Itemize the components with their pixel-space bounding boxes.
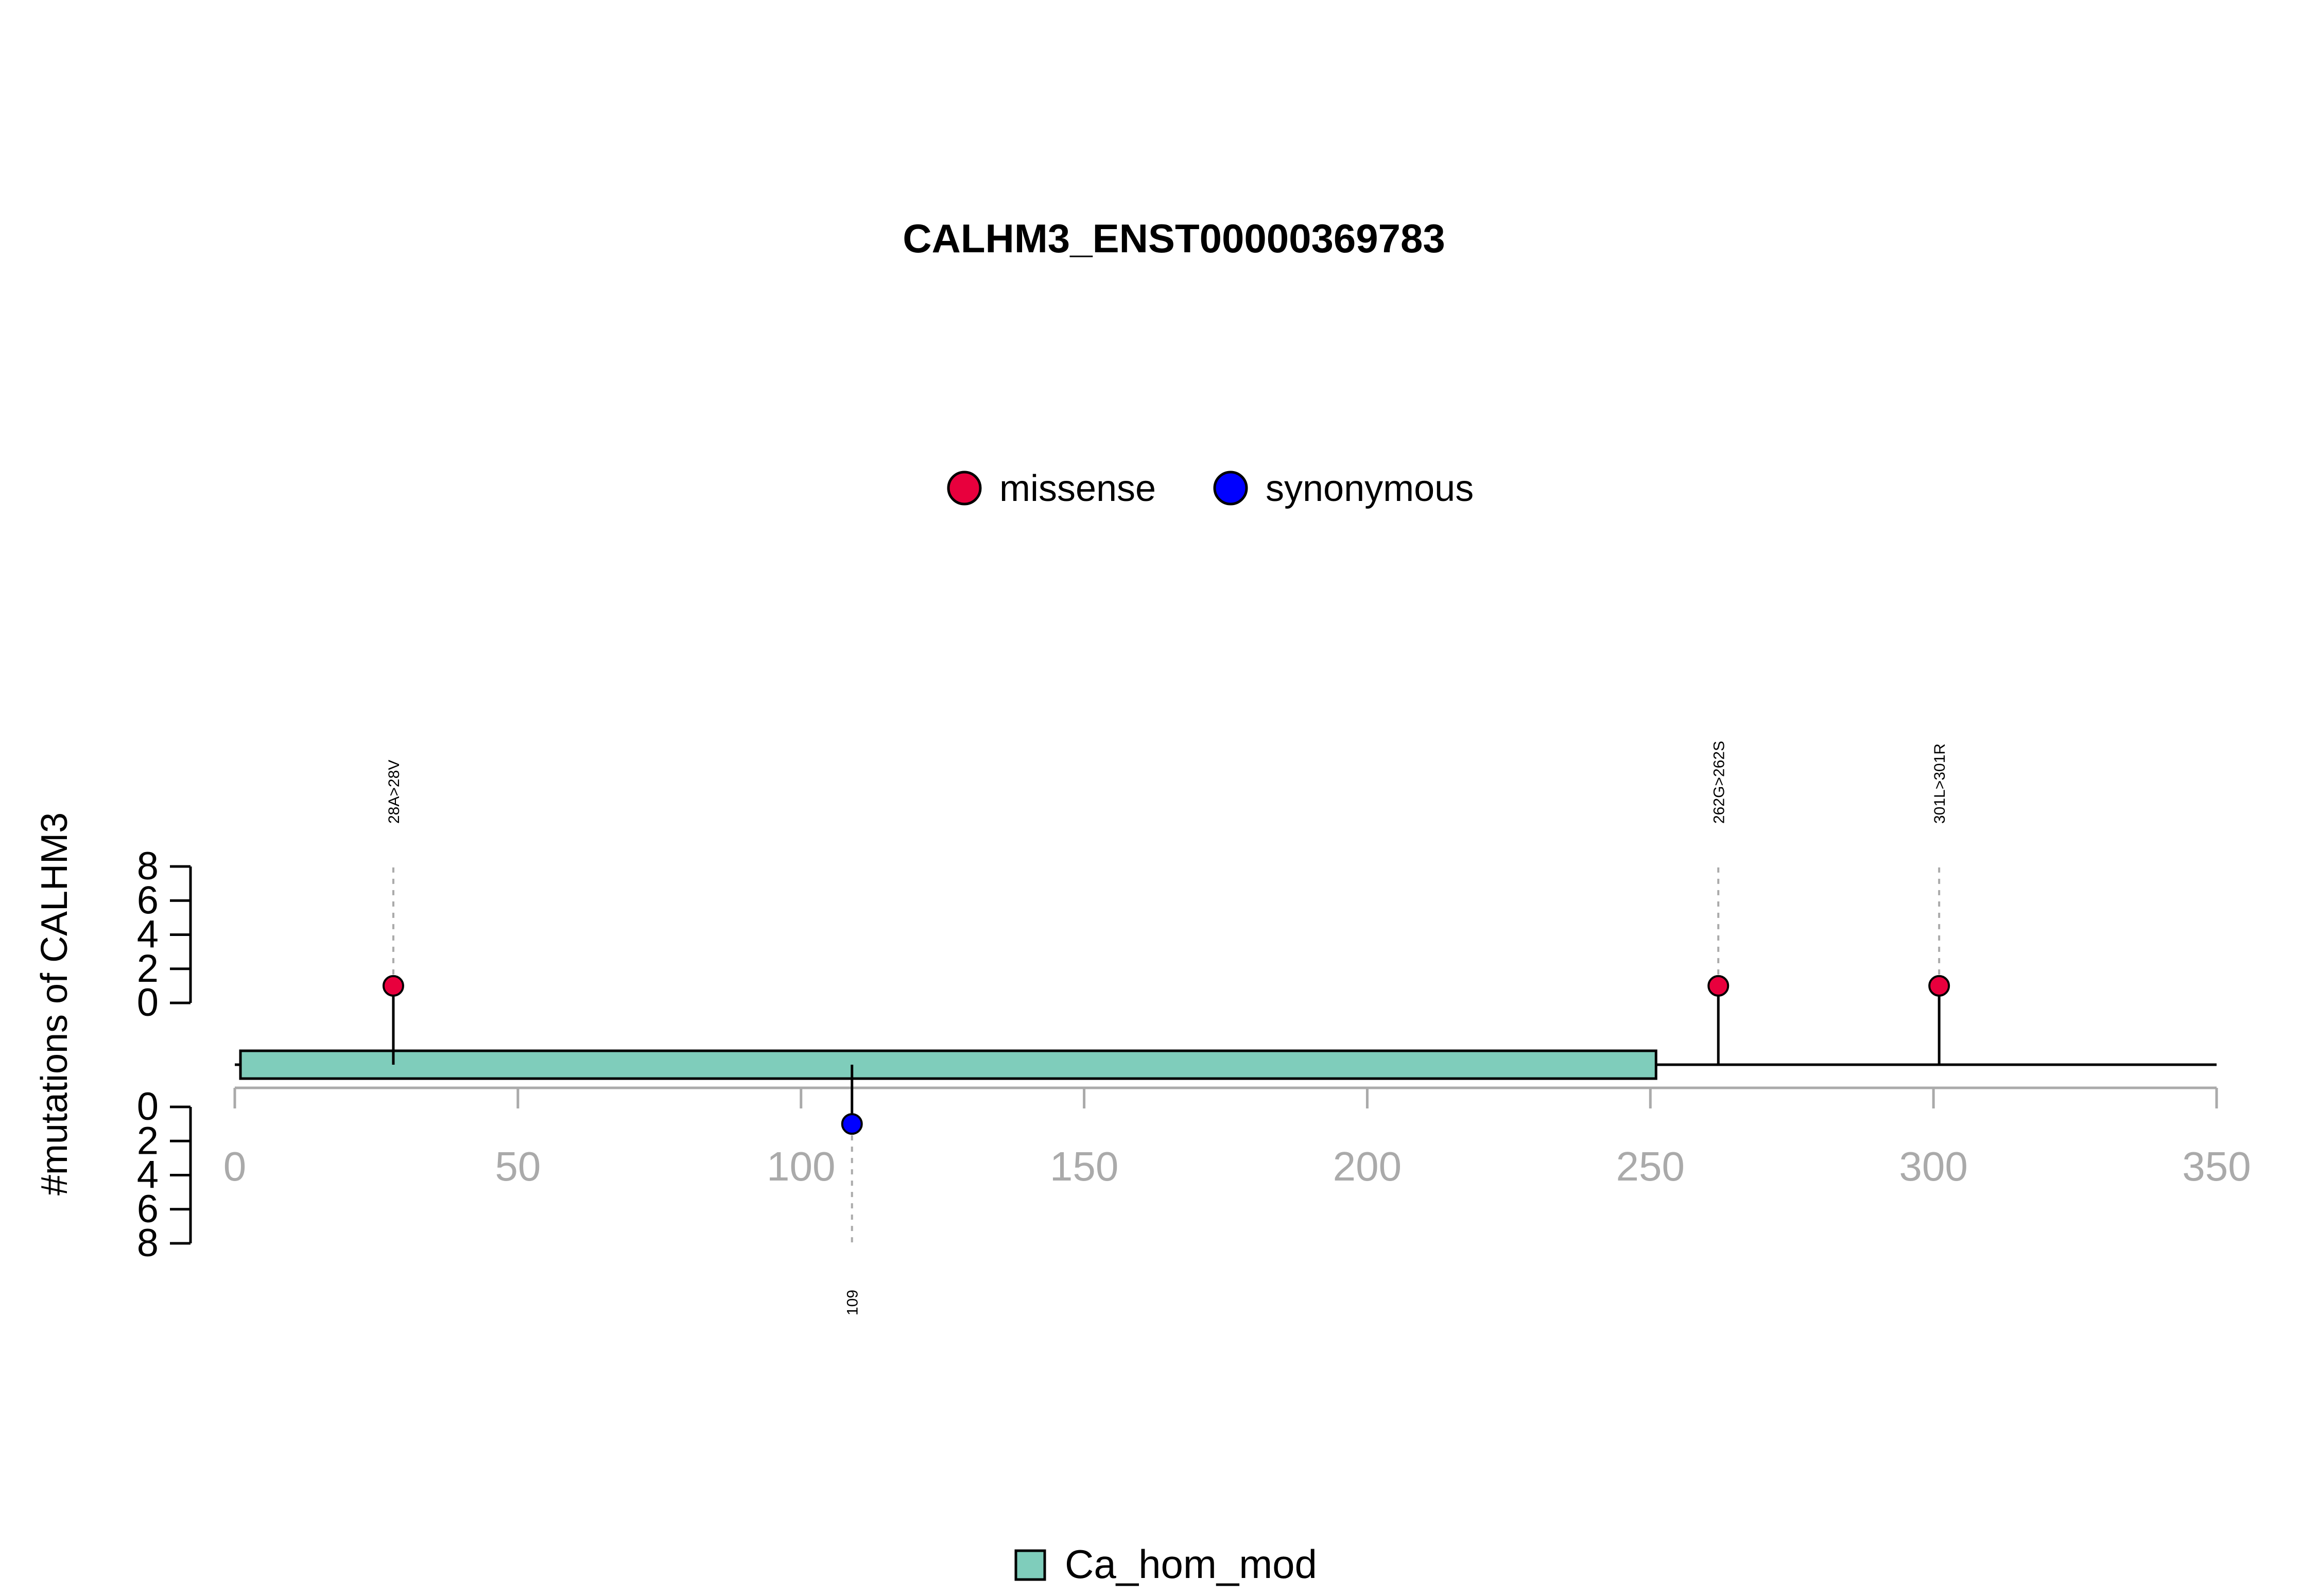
- x-tick-label: 50: [495, 1143, 541, 1189]
- y-lower-tick-label: 4: [137, 1153, 159, 1197]
- mutation-label: 301L>301R: [1931, 743, 1948, 824]
- x-tick-label: 350: [2182, 1143, 2251, 1189]
- domain-Ca_hom_mod: [239, 1049, 1657, 1080]
- y-upper-tick-label: 2: [137, 947, 159, 991]
- mutation-label: 109: [844, 1290, 861, 1315]
- x-tick-label: 100: [767, 1143, 835, 1189]
- x-axis: 0 50 100 150 200 250 300 350: [223, 1086, 2251, 1189]
- mutation-lollipops: 28A>28V 262G>262S 301L>301R 109: [382, 741, 1950, 1315]
- legend-label-synonymous: synonymous: [1266, 468, 1474, 509]
- lollipop-head-missense: [382, 975, 404, 997]
- x-tick-label: 0: [223, 1143, 247, 1189]
- y-lower-tick-label: 0: [137, 1085, 159, 1129]
- protein-backbone: [235, 1049, 2217, 1080]
- mutation-label: 262G>262S: [1710, 741, 1727, 824]
- y-upper-tick-label: 6: [137, 878, 159, 922]
- lollipop-head-missense: [1928, 975, 1950, 997]
- y-upper-tick-label: 0: [137, 981, 159, 1025]
- legend-swatch-Ca_hom_mod: [1014, 1549, 1046, 1581]
- legend-marker-synonymous: [1213, 471, 1248, 506]
- legend-label-missense: missense: [999, 468, 1156, 509]
- mutation-label: 28A>28V: [386, 760, 403, 824]
- y-axis-label: #mutations of CALHM3: [34, 812, 75, 1195]
- x-tick-label: 150: [1050, 1143, 1118, 1189]
- y-upper-tick-label: 8: [137, 844, 159, 888]
- y-lower-tick-label: 6: [137, 1187, 159, 1231]
- lollipop-head-missense: [1707, 975, 1730, 997]
- chart-title: CALHM3_ENST00000369783: [903, 216, 1445, 261]
- y-lower-tick-label: 2: [137, 1119, 159, 1163]
- lollipop-head-synonymous: [841, 1113, 863, 1135]
- y-upper-tick-label: 4: [137, 913, 159, 957]
- x-tick-label: 200: [1333, 1143, 1402, 1189]
- x-tick-label: 300: [1899, 1143, 1967, 1189]
- x-tick-label: 250: [1616, 1143, 1685, 1189]
- legend-label-Ca_hom_mod: Ca_hom_mod: [1065, 1541, 1317, 1587]
- y-lower-tick-label: 8: [137, 1221, 159, 1265]
- legend-marker-missense: [947, 471, 982, 506]
- domain-legend: Ca_hom_mod: [1014, 1541, 1317, 1587]
- mutation-type-legend: missense synonymous: [947, 468, 1474, 509]
